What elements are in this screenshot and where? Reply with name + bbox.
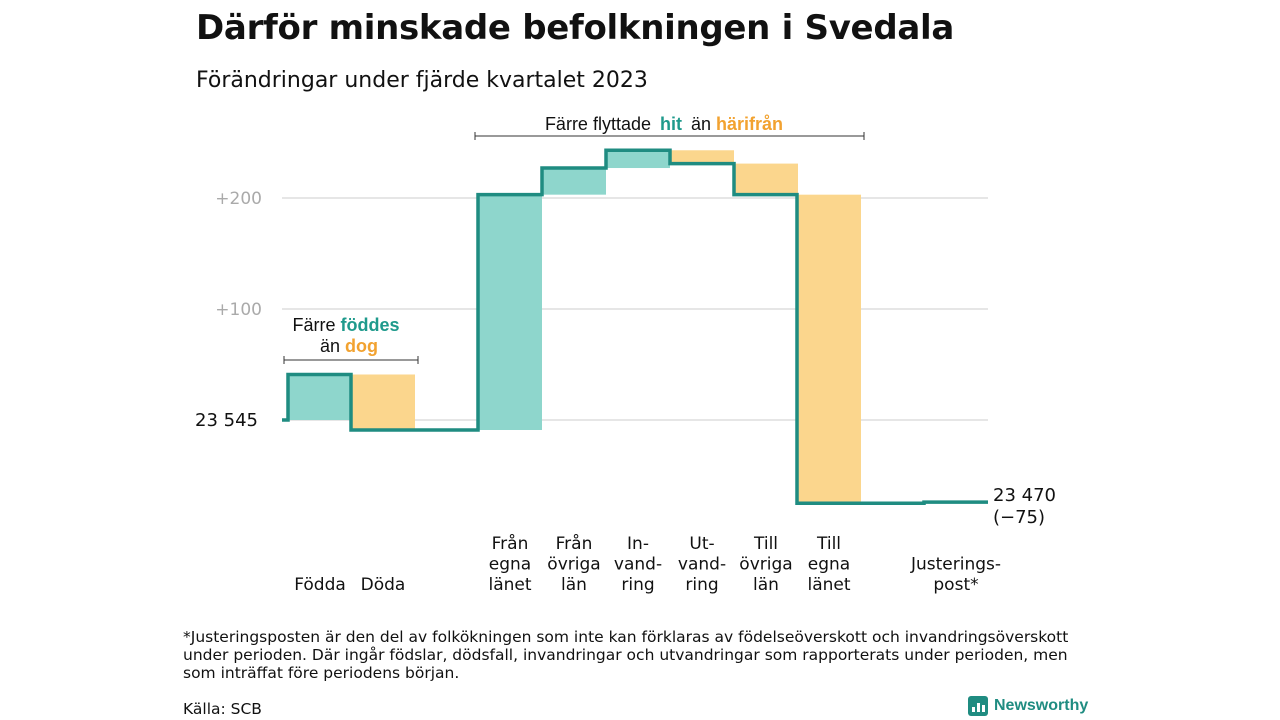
bar-frånövrigalän bbox=[542, 168, 606, 195]
category-label: länet bbox=[807, 575, 850, 595]
chart-title: Därför minskade befolkningen i Svedala bbox=[196, 8, 954, 48]
end-value-label: 23 470 bbox=[993, 485, 1056, 506]
source-label: Källa: SCB bbox=[183, 700, 262, 718]
annotation-birth-line2: än dog bbox=[320, 336, 378, 356]
category-label: övriga bbox=[739, 555, 792, 575]
gridlines: +200 +100 bbox=[215, 189, 988, 421]
bars bbox=[288, 150, 861, 504]
bar-tillövrigalän bbox=[734, 163, 798, 195]
category-label: egna bbox=[489, 555, 531, 575]
bar-invandring bbox=[606, 150, 670, 169]
bar-frånegnalänet bbox=[478, 194, 542, 430]
y-tick-label: +200 bbox=[215, 189, 262, 209]
category-label: Ut- bbox=[689, 534, 714, 554]
category-label: vand- bbox=[614, 555, 662, 575]
chart-subtitle: Förändringar under fjärde kvartalet 2023 bbox=[196, 68, 648, 93]
category-label: In- bbox=[627, 534, 649, 554]
category-label: egna bbox=[808, 555, 850, 575]
category-label: Från bbox=[556, 533, 593, 554]
bar-födda bbox=[288, 374, 352, 420]
bar-tillegnalänet bbox=[797, 194, 861, 504]
y-tick-label: +100 bbox=[215, 300, 262, 320]
running-total-line bbox=[282, 148, 988, 505]
category-label: Från bbox=[492, 533, 529, 554]
footnote: *Justeringsposten är den del av folkökni… bbox=[183, 628, 1069, 682]
category-label: län bbox=[753, 575, 779, 595]
start-value-label: 23 545 bbox=[195, 410, 258, 431]
category-label: vand- bbox=[678, 555, 726, 575]
category-label: Döda bbox=[361, 575, 406, 595]
category-label: Justerings- bbox=[910, 555, 1001, 575]
newsworthy-logo-icon bbox=[968, 696, 988, 716]
newsworthy-logo-text: Newsworthy bbox=[994, 697, 1089, 714]
end-change-label: (−75) bbox=[993, 507, 1045, 528]
bar-döda bbox=[351, 374, 415, 430]
running-total-line-path bbox=[282, 148, 988, 505]
category-label: länet bbox=[488, 575, 531, 595]
annotation-birth-line1: Färre föddes bbox=[292, 315, 399, 335]
category-label: Till bbox=[753, 534, 778, 554]
annotation-migration: Färre flyttade hit än härifrån bbox=[545, 114, 783, 134]
category-label: övriga bbox=[547, 555, 600, 575]
category-label: Födda bbox=[294, 575, 346, 595]
newsworthy-logo: Newsworthy bbox=[968, 696, 1088, 716]
category-label: ring bbox=[685, 575, 718, 595]
category-label: post* bbox=[933, 575, 978, 595]
category-label: Till bbox=[816, 534, 841, 554]
bar-utvandring bbox=[670, 150, 734, 164]
category-label: län bbox=[561, 575, 587, 595]
category-label: ring bbox=[621, 575, 654, 595]
